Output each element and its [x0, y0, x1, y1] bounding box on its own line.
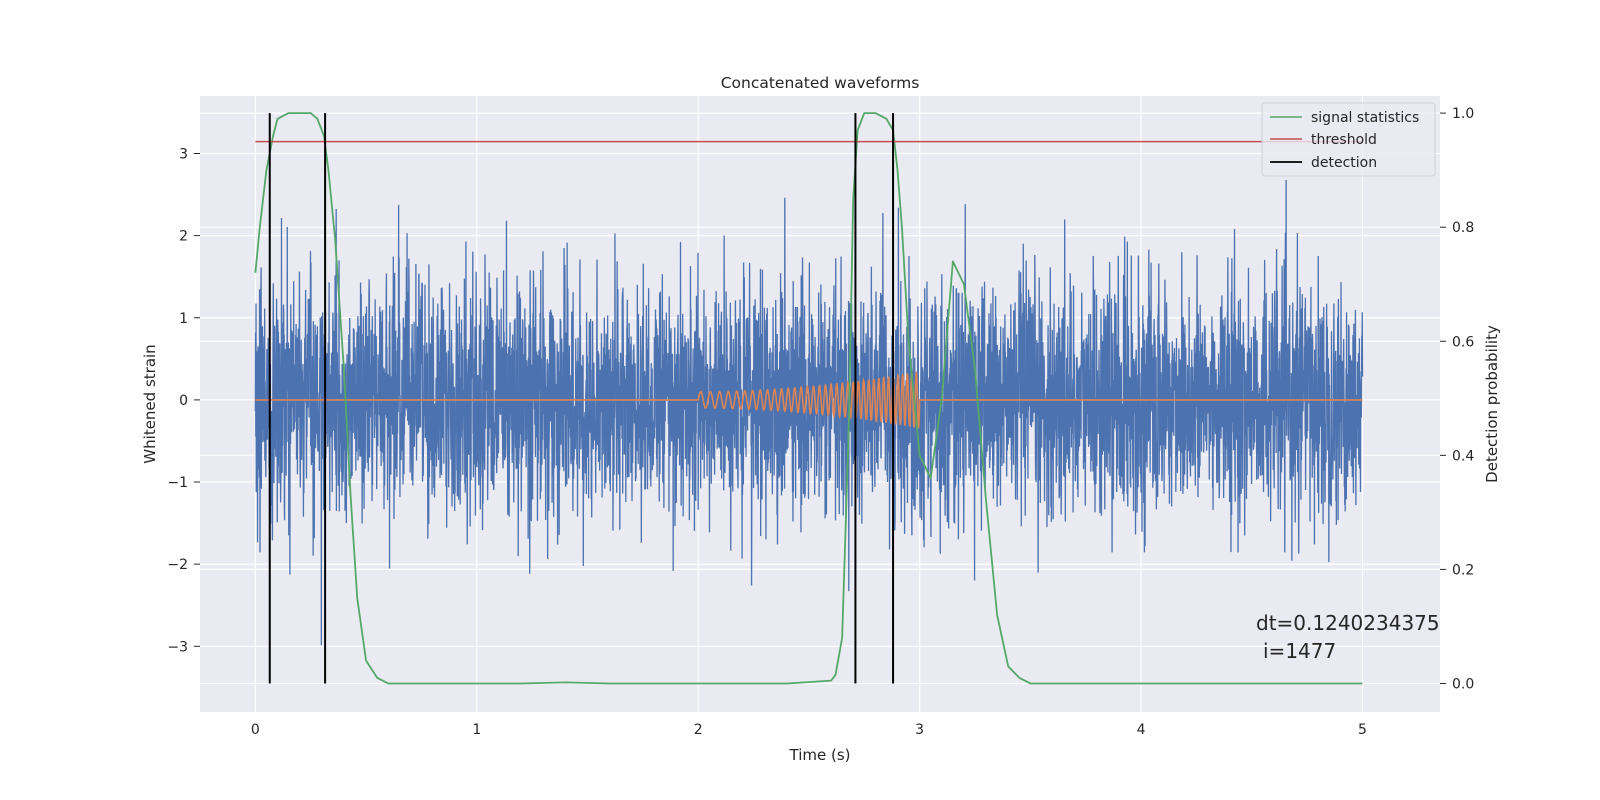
x-tick-label: 0 — [251, 722, 260, 738]
y2-tick-label: 0.6 — [1452, 334, 1474, 350]
legend: signal statistics threshold detection — [1261, 102, 1436, 177]
annotation-dt: dt=0.1240234375 — [1256, 611, 1440, 635]
y2-tick-label: 0.8 — [1452, 220, 1474, 236]
annotation-i: i=1477 — [1263, 639, 1336, 663]
x-tick-label: 4 — [1137, 722, 1146, 738]
legend-box — [1261, 102, 1436, 177]
x-tick-label: 2 — [694, 722, 703, 738]
axis-ticks: 0 1 2 3 4 5 −3 −2 −1 0 1 2 3 0.0 0.2 0.4 0.6 0.8 1.0 — [167, 106, 1474, 738]
y-tick-label: −3 — [167, 639, 188, 655]
y-tick-label: 0 — [179, 393, 188, 409]
chirp-series — [255, 371, 1363, 429]
chart-title: Concatenated waveforms — [721, 74, 920, 92]
chirp-line — [255, 371, 1363, 429]
x-tick-label: 5 — [1358, 722, 1367, 738]
legend-label-signal-statistics: signal statistics — [1311, 110, 1419, 126]
strain-series — [254, 179, 1364, 646]
y2-tick-label: 0.2 — [1452, 562, 1474, 578]
y-tick-label: 1 — [179, 311, 188, 327]
strain-line — [254, 179, 1364, 646]
y-tick-label: −1 — [167, 475, 188, 491]
y-tick-label: −2 — [167, 557, 188, 573]
x-tick-label: 3 — [915, 722, 924, 738]
y2-axis-label: Detection probability — [1483, 325, 1501, 483]
y2-tick-label: 1.0 — [1452, 106, 1474, 122]
y2-tick-label: 0.0 — [1452, 676, 1474, 692]
y-axis-label: Whitened strain — [141, 344, 159, 463]
legend-label-detection: detection — [1311, 155, 1377, 171]
x-axis-label: Time (s) — [789, 746, 851, 764]
y-tick-label: 2 — [179, 229, 188, 245]
y-tick-label: 3 — [179, 146, 188, 162]
legend-label-threshold: threshold — [1311, 132, 1377, 148]
detection-lines — [268, 113, 895, 684]
x-tick-label: 1 — [472, 722, 481, 738]
y2-tick-label: 0.4 — [1452, 448, 1474, 464]
